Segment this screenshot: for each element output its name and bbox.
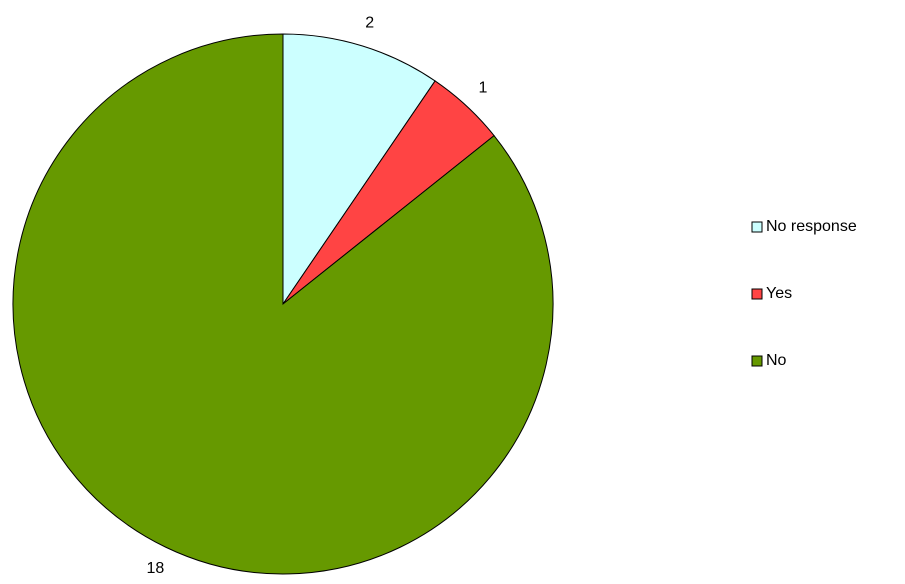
pie-slice [12, 33, 554, 575]
data-label: 18 [147, 560, 165, 577]
legend-swatch [751, 221, 763, 233]
legend-swatch [751, 355, 763, 367]
data-label: 2 [365, 14, 374, 31]
pie-slice [282, 33, 436, 306]
legend-label: No [766, 352, 787, 369]
legend-label: Yes [766, 285, 792, 302]
legend-swatch [751, 288, 763, 300]
data-label: 1 [479, 80, 488, 97]
legend-label: No response [766, 218, 857, 235]
